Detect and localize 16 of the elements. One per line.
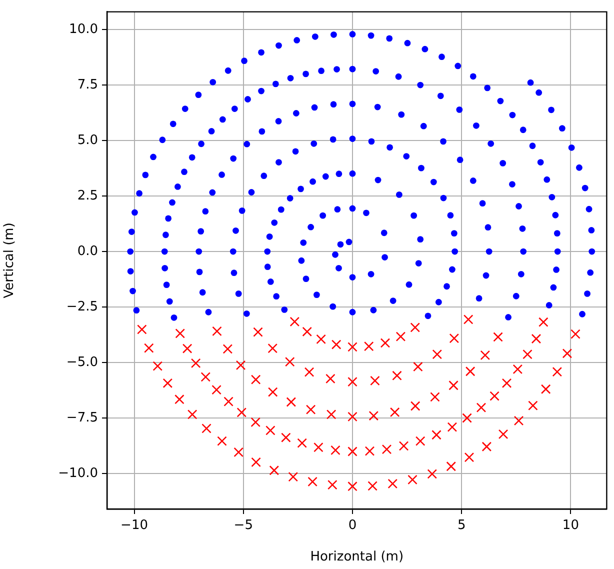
y-tick-label: 10.0 — [69, 22, 98, 37]
x-tick-label: −5 — [234, 518, 253, 534]
x-tick-label: 10 — [562, 518, 579, 534]
y-tick-label: 7.5 — [77, 77, 98, 92]
y-axis-title: Vertical (m) — [2, 222, 18, 298]
y-tick-label: 2.5 — [77, 188, 98, 204]
x-axis-title: Horizontal (m) — [310, 550, 404, 565]
x-tick-label: −10 — [120, 518, 148, 534]
x-tick-label: 0 — [348, 518, 357, 534]
y-tick-label: −7.5 — [66, 410, 98, 426]
x-tick-label: 5 — [457, 518, 466, 534]
y-tick-label: 0.0 — [77, 244, 98, 259]
y-tick-label: −5.0 — [66, 354, 98, 370]
y-tick-label: −10.0 — [58, 466, 98, 481]
y-tick-label: 5.0 — [77, 132, 98, 148]
y-tick-label: −2.5 — [66, 299, 98, 314]
